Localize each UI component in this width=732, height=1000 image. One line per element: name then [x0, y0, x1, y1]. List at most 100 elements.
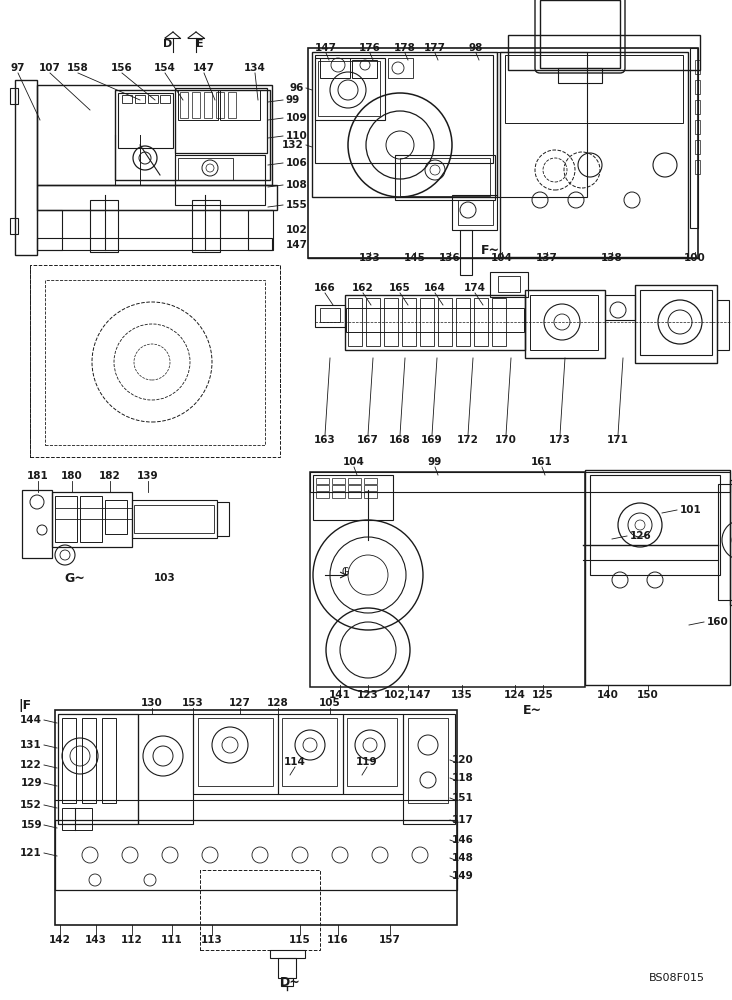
Bar	[490, 272, 528, 297]
Text: 126: 126	[630, 531, 651, 541]
Bar	[388, 58, 413, 78]
Text: 155: 155	[286, 200, 307, 210]
Bar	[310, 472, 585, 687]
Bar	[332, 485, 345, 491]
Bar	[695, 140, 700, 154]
Bar	[695, 160, 700, 174]
Text: 180: 180	[61, 471, 83, 481]
Text: BS08F015: BS08F015	[649, 973, 705, 983]
Text: 156: 156	[111, 63, 133, 73]
Bar	[348, 492, 361, 498]
Bar	[530, 295, 598, 350]
Text: 177: 177	[424, 43, 446, 53]
Text: 113: 113	[201, 935, 223, 945]
Bar	[318, 61, 380, 116]
Text: G~: G~	[64, 572, 86, 584]
Text: 96: 96	[290, 83, 304, 93]
Text: 101: 101	[680, 505, 702, 515]
Text: 147: 147	[193, 63, 215, 73]
Bar	[217, 502, 229, 536]
Bar	[82, 718, 96, 803]
Text: 119: 119	[356, 757, 378, 767]
Text: 109: 109	[286, 113, 307, 123]
Bar	[160, 95, 170, 103]
Bar	[312, 52, 497, 197]
Bar	[308, 48, 698, 258]
Text: 117: 117	[452, 815, 474, 825]
Text: 127: 127	[229, 698, 251, 708]
Bar	[505, 55, 683, 123]
Text: 120: 120	[452, 755, 474, 765]
Bar	[384, 298, 398, 346]
Bar	[313, 475, 393, 520]
Bar	[316, 492, 329, 498]
Bar	[138, 714, 193, 824]
Bar	[585, 470, 730, 685]
Bar	[718, 484, 732, 600]
Text: 148: 148	[452, 853, 474, 863]
Bar	[458, 200, 493, 225]
Text: 169: 169	[421, 435, 443, 445]
Bar	[30, 265, 280, 457]
Bar	[525, 290, 605, 358]
Text: 132: 132	[283, 140, 304, 150]
Bar	[10, 88, 18, 104]
Bar	[62, 808, 92, 830]
Bar	[320, 308, 340, 322]
Bar	[695, 100, 700, 114]
Bar	[497, 52, 587, 197]
Text: 130: 130	[141, 698, 163, 708]
Bar	[105, 500, 127, 534]
Bar	[695, 120, 700, 134]
Text: 178: 178	[394, 43, 416, 53]
Text: 125: 125	[532, 690, 554, 700]
Text: 128: 128	[267, 698, 289, 708]
Bar	[348, 478, 361, 484]
Bar	[15, 80, 37, 255]
Bar	[192, 92, 200, 118]
Bar	[315, 305, 345, 327]
Bar	[508, 35, 700, 70]
Bar	[320, 58, 350, 78]
Text: 151: 151	[452, 793, 474, 803]
Text: 123: 123	[357, 690, 379, 700]
Bar	[281, 978, 293, 986]
Bar	[420, 298, 434, 346]
Bar	[122, 95, 132, 103]
Text: 131: 131	[20, 740, 42, 750]
Bar	[315, 58, 385, 120]
Bar	[402, 298, 416, 346]
Bar	[310, 472, 730, 492]
Text: 118: 118	[452, 773, 474, 783]
Bar	[590, 475, 720, 575]
Text: 145: 145	[404, 253, 426, 263]
Bar	[400, 158, 490, 196]
Text: 114: 114	[284, 757, 306, 767]
Text: 121: 121	[20, 848, 42, 858]
Text: 163: 163	[314, 435, 336, 445]
Text: 153: 153	[182, 698, 204, 708]
Bar	[278, 958, 296, 978]
Bar	[180, 92, 188, 118]
Text: 107: 107	[39, 63, 61, 73]
Text: 139: 139	[137, 471, 159, 481]
Text: 138: 138	[601, 253, 623, 263]
Bar	[102, 718, 116, 803]
Bar	[37, 85, 272, 185]
Bar	[558, 68, 602, 83]
Text: 150: 150	[637, 690, 659, 700]
Bar	[346, 308, 524, 332]
Bar	[55, 710, 457, 925]
Text: 168: 168	[389, 435, 411, 445]
Text: 158: 158	[67, 63, 89, 73]
Bar	[452, 195, 497, 230]
Text: 171: 171	[607, 435, 629, 445]
Bar	[55, 820, 457, 890]
Text: 173: 173	[549, 435, 571, 445]
Text: 135: 135	[451, 690, 473, 700]
Text: 136: 136	[439, 253, 461, 263]
Text: 116: 116	[327, 935, 349, 945]
Bar	[62, 718, 76, 803]
Text: 106: 106	[286, 158, 307, 168]
Text: 143: 143	[85, 935, 107, 945]
